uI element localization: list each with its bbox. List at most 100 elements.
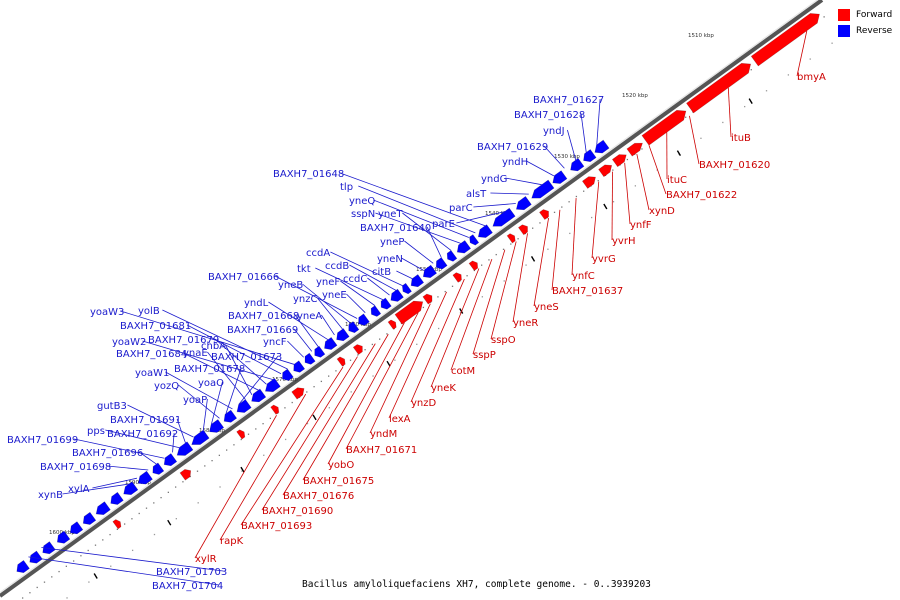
forward-gene-label[interactable]: ynzD xyxy=(411,398,437,409)
forward-gene[interactable] xyxy=(452,272,462,283)
reverse-gene[interactable] xyxy=(123,481,139,496)
reverse-gene-label[interactable]: yneA xyxy=(297,311,322,322)
forward-gene-label[interactable]: sspP xyxy=(473,350,496,361)
reverse-gene[interactable] xyxy=(304,352,316,365)
reverse-gene-label[interactable]: yneP xyxy=(380,237,404,248)
forward-gene[interactable] xyxy=(611,154,627,168)
reverse-gene-label[interactable]: yoaW3 xyxy=(90,307,124,318)
forward-gene[interactable] xyxy=(598,164,613,178)
reverse-gene-label[interactable]: yneQ xyxy=(349,196,375,207)
reverse-gene-label[interactable]: BAXH7_01703 xyxy=(156,567,227,578)
forward-gene-label[interactable]: BAXH7_01690 xyxy=(262,506,333,517)
forward-gene-label[interactable]: BAXH7_01671 xyxy=(346,445,417,456)
forward-gene-label[interactable]: BAXH7_01622 xyxy=(666,190,737,201)
reverse-gene[interactable] xyxy=(336,328,350,342)
reverse-gene-label[interactable]: xynB xyxy=(38,490,63,501)
forward-gene-label[interactable]: rapK xyxy=(220,536,244,547)
forward-gene-label[interactable]: yneS xyxy=(534,302,559,313)
forward-gene-label[interactable]: ynfF xyxy=(630,220,652,231)
reverse-gene[interactable] xyxy=(435,257,448,270)
forward-gene-label[interactable]: BAXH7_01693 xyxy=(241,521,312,532)
forward-gene-label[interactable]: ituC xyxy=(667,175,687,186)
reverse-gene[interactable] xyxy=(236,399,252,413)
reverse-gene-label[interactable]: yoaP xyxy=(183,395,207,406)
reverse-gene-label[interactable]: BAXH7_01696 xyxy=(72,448,143,459)
reverse-gene[interactable] xyxy=(152,462,165,475)
forward-gene[interactable] xyxy=(750,13,820,67)
reverse-gene[interactable] xyxy=(56,530,71,544)
reverse-gene-label[interactable]: yneT xyxy=(378,209,403,220)
reverse-gene-label[interactable]: xylA xyxy=(68,484,90,495)
reverse-gene-label[interactable]: yndL xyxy=(244,298,269,309)
reverse-gene[interactable] xyxy=(348,321,360,334)
reverse-gene-label[interactable]: ynaE xyxy=(183,348,208,359)
forward-gene-label[interactable]: BAXH7_01676 xyxy=(283,491,354,502)
reverse-gene-label[interactable]: BAXH7_01640 xyxy=(360,223,431,234)
reverse-gene-label[interactable]: BAXH7_01691 xyxy=(110,415,181,426)
reverse-gene-label[interactable]: tlp xyxy=(340,182,353,193)
reverse-gene-label[interactable]: BAXH7_01704 xyxy=(152,581,223,592)
reverse-gene[interactable] xyxy=(477,224,493,238)
reverse-gene[interactable] xyxy=(110,491,124,505)
reverse-gene[interactable] xyxy=(390,288,404,302)
forward-gene-label[interactable]: BAXH7_01637 xyxy=(552,286,623,297)
reverse-gene[interactable] xyxy=(314,345,326,358)
reverse-gene[interactable] xyxy=(422,264,438,279)
reverse-gene[interactable] xyxy=(42,541,56,555)
forward-gene[interactable] xyxy=(686,62,752,114)
reverse-gene[interactable] xyxy=(69,521,84,535)
forward-gene[interactable] xyxy=(387,319,397,330)
reverse-gene-label[interactable]: yozQ xyxy=(154,381,179,392)
reverse-gene-label[interactable]: parE xyxy=(432,219,455,230)
reverse-gene-label[interactable]: yneN xyxy=(377,254,403,265)
forward-gene[interactable] xyxy=(112,519,122,530)
reverse-gene[interactable] xyxy=(358,313,370,326)
reverse-gene-label[interactable]: BAXH7_01669 xyxy=(227,325,298,336)
forward-gene-label[interactable]: yobO xyxy=(328,460,354,471)
reverse-gene-label[interactable]: yndG xyxy=(481,174,507,185)
forward-gene[interactable] xyxy=(581,176,596,189)
forward-gene[interactable] xyxy=(422,293,433,305)
reverse-gene[interactable] xyxy=(594,139,610,154)
reverse-gene-label[interactable]: yndJ xyxy=(543,126,565,137)
forward-gene[interactable] xyxy=(468,260,479,272)
reverse-gene[interactable] xyxy=(95,501,111,516)
reverse-gene[interactable] xyxy=(163,453,178,467)
reverse-gene-label[interactable]: BAXH7_01673 xyxy=(211,352,282,363)
reverse-gene[interactable] xyxy=(469,234,480,246)
forward-gene-label[interactable]: yvrH xyxy=(612,236,635,247)
forward-gene[interactable] xyxy=(352,344,363,355)
reverse-gene[interactable] xyxy=(401,282,412,295)
reverse-gene-label[interactable]: yoaO xyxy=(198,378,224,389)
reverse-gene[interactable] xyxy=(293,360,306,373)
forward-gene-label[interactable]: lexA xyxy=(389,414,411,425)
reverse-gene[interactable] xyxy=(456,240,472,254)
reverse-gene[interactable] xyxy=(137,470,153,485)
reverse-gene-label[interactable]: BAXH7_01666 xyxy=(208,272,279,283)
reverse-gene-label[interactable]: sspN xyxy=(351,209,375,220)
forward-gene-label[interactable]: ynfC xyxy=(572,271,595,282)
forward-gene-label[interactable]: BAXH7_01675 xyxy=(303,476,374,487)
reverse-gene-label[interactable]: ccdC xyxy=(343,274,367,285)
reverse-gene-label[interactable]: parC xyxy=(449,203,473,214)
reverse-gene-label[interactable]: yneB xyxy=(278,280,303,291)
reverse-gene-label[interactable]: yolB xyxy=(138,306,160,317)
forward-gene-label[interactable]: yneK xyxy=(431,383,456,394)
forward-gene[interactable] xyxy=(518,224,528,236)
reverse-gene[interactable] xyxy=(282,368,294,381)
reverse-gene-label[interactable]: yncF xyxy=(263,337,287,348)
forward-gene[interactable] xyxy=(270,404,280,415)
forward-gene-label[interactable]: yndM xyxy=(370,429,397,440)
forward-gene[interactable] xyxy=(506,233,516,244)
reverse-gene[interactable] xyxy=(29,550,43,564)
reverse-gene-label[interactable]: yoaW1 xyxy=(135,368,169,379)
reverse-gene-label[interactable]: alsT xyxy=(466,189,487,200)
reverse-gene[interactable] xyxy=(176,441,194,456)
reverse-gene[interactable] xyxy=(370,305,382,317)
reverse-gene-label[interactable]: BAXH7_01681 xyxy=(120,321,191,332)
reverse-gene-label[interactable]: BAXH7_01648 xyxy=(273,169,344,180)
reverse-gene-label[interactable]: ccdA xyxy=(306,248,330,259)
reverse-gene[interactable] xyxy=(251,388,267,403)
forward-gene[interactable] xyxy=(336,356,346,367)
reverse-gene-label[interactable]: BAXH7_01629 xyxy=(477,142,548,153)
